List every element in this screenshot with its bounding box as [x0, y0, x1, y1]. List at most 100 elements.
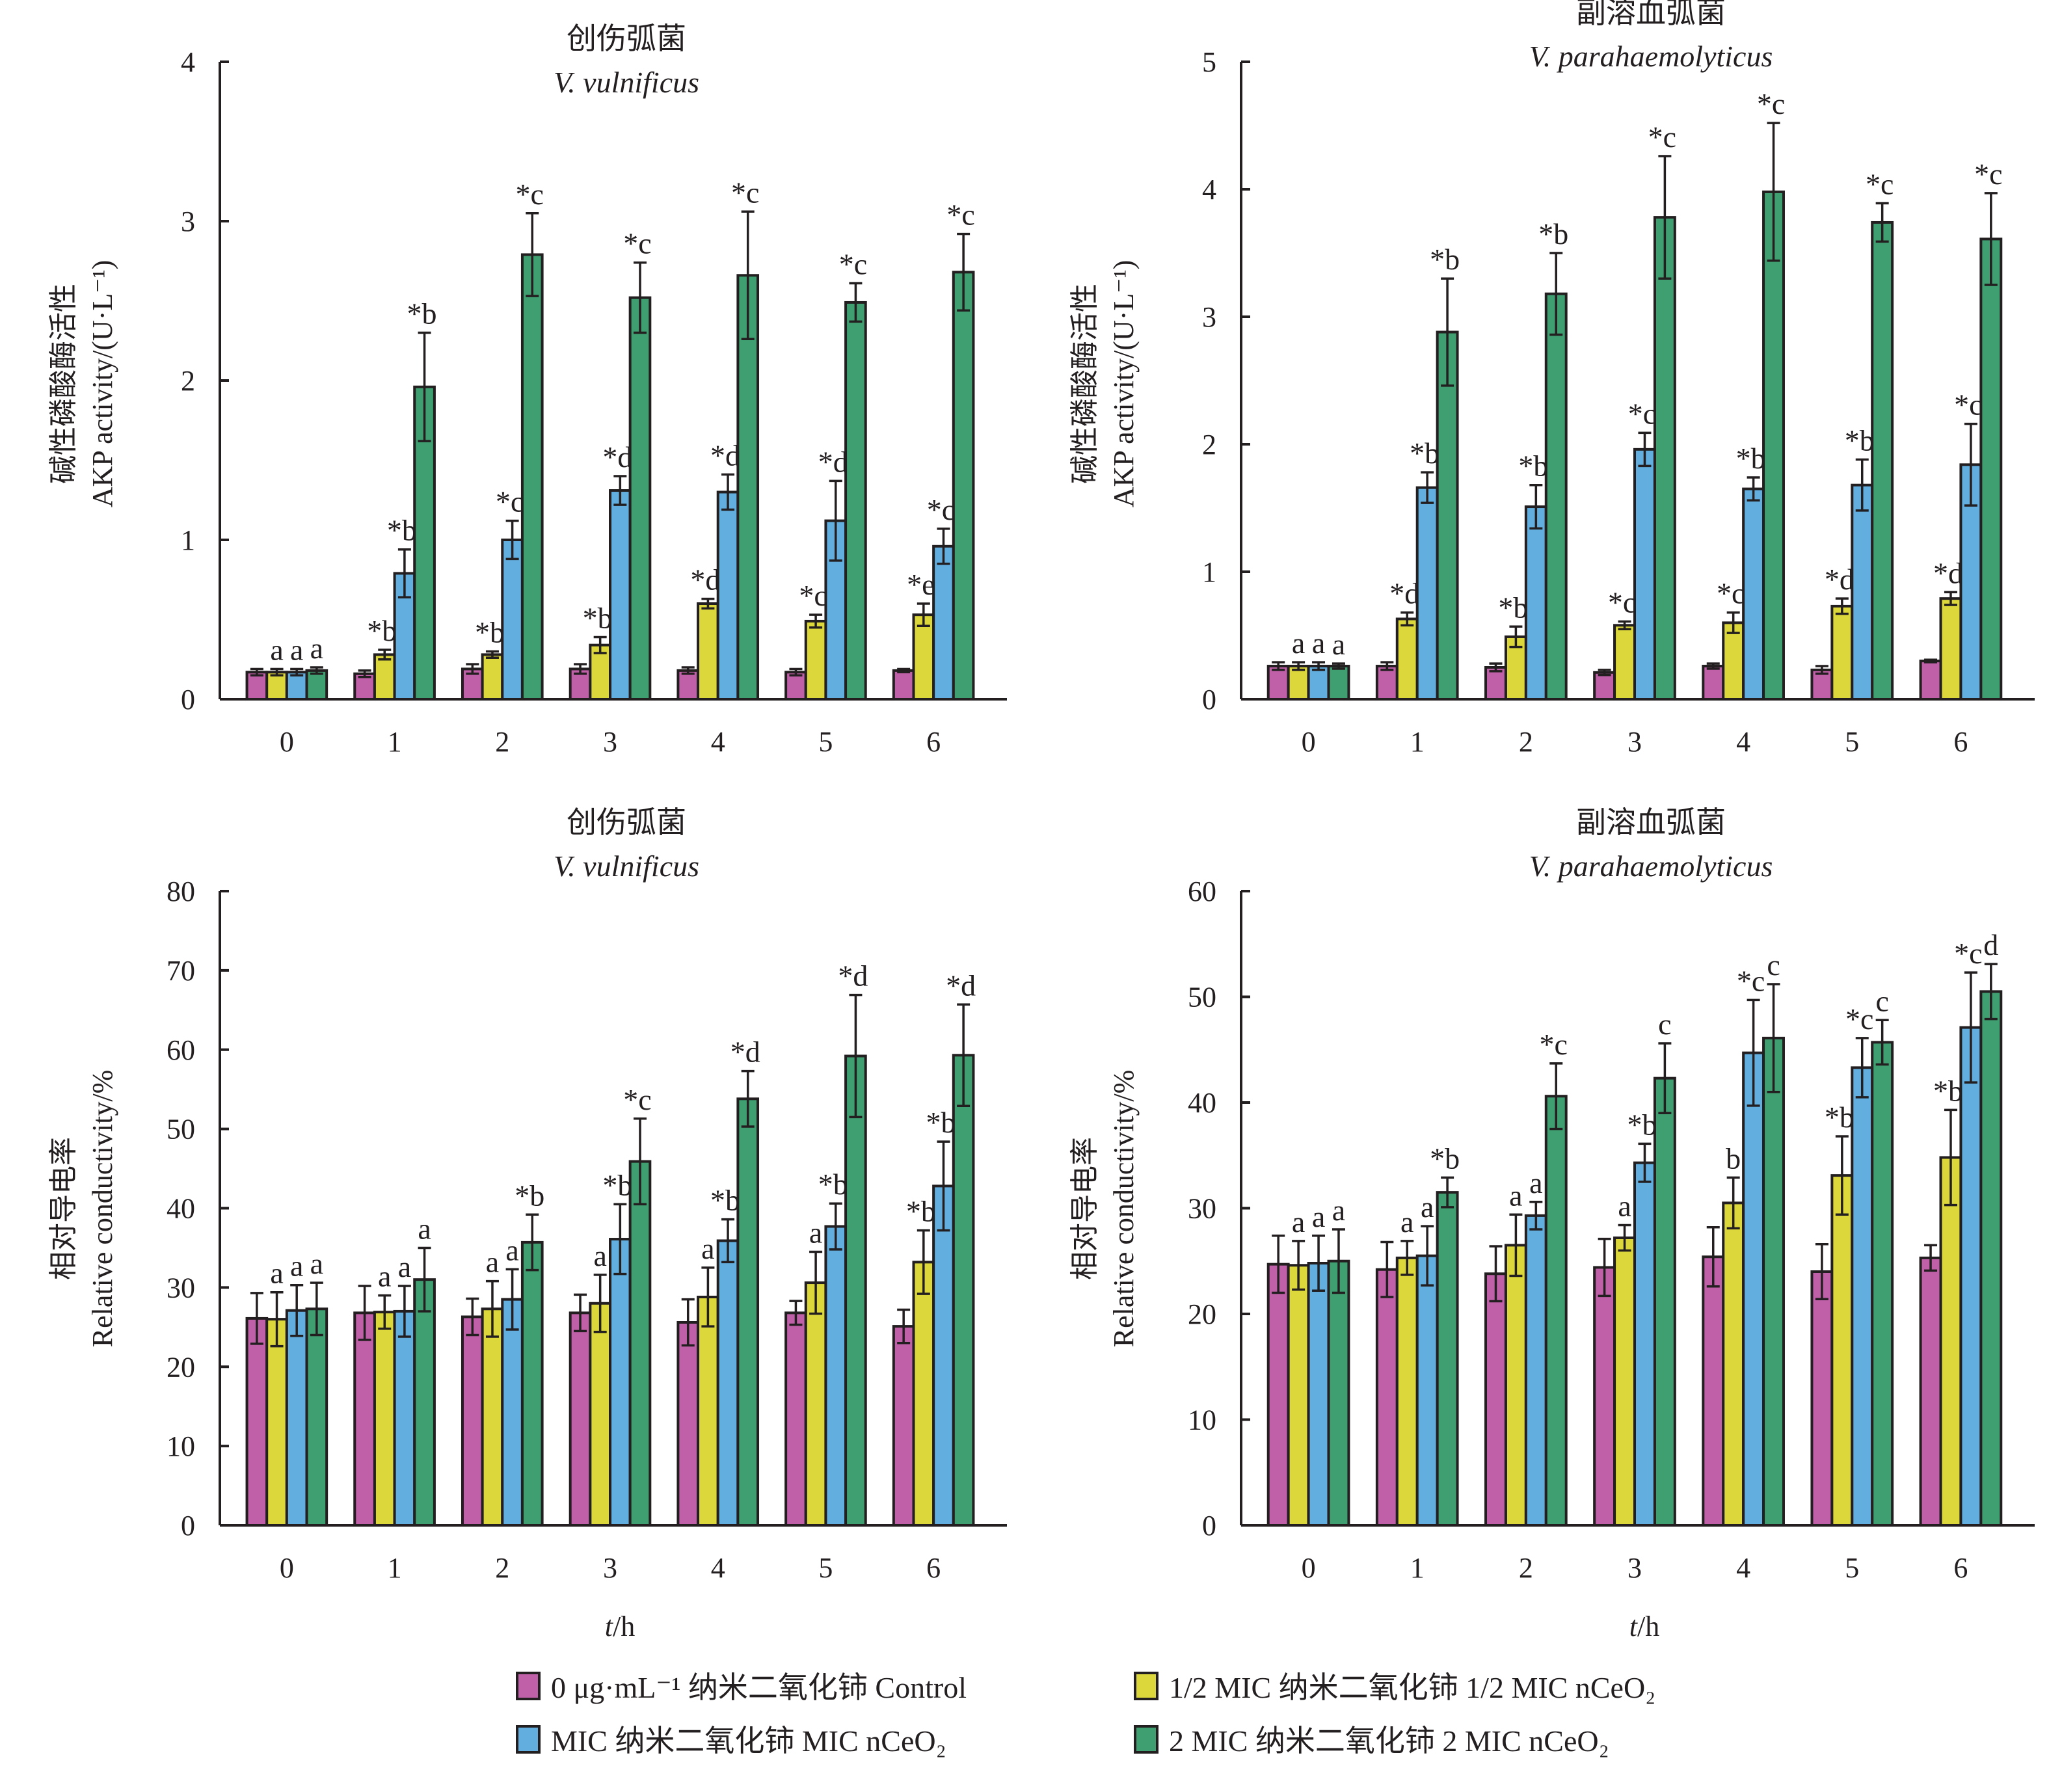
y-tick-label: 0 [181, 1510, 195, 1542]
significance-label: *c [1608, 585, 1636, 619]
bar-mic [1307, 665, 1330, 701]
significance-label: a [1509, 1179, 1522, 1212]
significance-label: a [398, 1250, 411, 1283]
bar-control [1919, 660, 1942, 701]
chart-title-cn: 创伤弧菌 [567, 22, 686, 55]
x-tick-label: 4 [1736, 1552, 1750, 1584]
y-axis-label-cn: 碱性磷酸酶活性 [47, 284, 79, 484]
significance-label: *b [367, 614, 397, 647]
x-axis-label: t/h [1629, 1611, 1659, 1642]
significance-label: *b [407, 297, 437, 330]
bar-control [1484, 1272, 1507, 1527]
bar-half_mic [373, 653, 396, 701]
bar-mic [1415, 1254, 1439, 1527]
y-axis-label-en: Relative conductivity/% [87, 1070, 118, 1347]
y-tick-label: 2 [181, 365, 195, 397]
x-axis-label-unit: /h [1637, 1611, 1659, 1642]
bar-mic [932, 544, 955, 701]
significance-label: a [593, 1239, 606, 1272]
chart-title-cn: 副溶血弧菌 [1576, 0, 1726, 29]
chart-title-cn: 副溶血弧菌 [1576, 806, 1726, 839]
y-tick-label: 3 [1202, 301, 1216, 333]
bar-two_mic [305, 669, 328, 701]
bar-two_mic [305, 1307, 328, 1527]
significance-label: *b [710, 1184, 740, 1217]
bar-half_mic [265, 1318, 288, 1527]
bar-control [569, 1311, 592, 1527]
x-tick-label: 2 [1519, 726, 1533, 758]
significance-label: c [1875, 984, 1888, 1017]
legend-label: MIC 纳米二氧化铈 MIC nCeO₂ [551, 1724, 946, 1758]
significance-label: *c [1737, 964, 1765, 997]
x-axis-label-var: t [605, 1611, 614, 1642]
significance-label: a [310, 632, 323, 665]
bar-control [245, 1317, 269, 1527]
bar-control [1266, 665, 1290, 701]
bar-two_mic [1327, 1259, 1350, 1527]
x-tick-label: 1 [1410, 1552, 1425, 1584]
chart-title-en: V. vulnificus [554, 66, 699, 99]
significance-label: *b [1627, 1108, 1657, 1141]
x-tick-label: 3 [603, 1552, 617, 1584]
bar-half_mic [1395, 617, 1419, 701]
significance-label: c [1658, 1008, 1671, 1041]
significance-label: *c [1954, 937, 1982, 970]
significance-label: a [1312, 1200, 1325, 1233]
y-tick-label: 60 [1188, 876, 1216, 907]
legend-swatch [516, 1672, 541, 1700]
bar-control [1593, 1266, 1616, 1527]
bar-mic [932, 1184, 955, 1527]
bar-mic [1851, 1066, 1874, 1527]
bar-half_mic [589, 1302, 611, 1527]
significance-label: *c [1717, 577, 1745, 610]
significance-label: *c [1757, 87, 1785, 120]
significance-label: *c [1866, 168, 1894, 201]
y-tick-label: 0 [1202, 1510, 1216, 1542]
x-tick-label: 0 [1302, 1552, 1316, 1584]
x-tick-label: 5 [818, 726, 833, 758]
legend-item-mic: MIC 纳米二氧化铈 MIC nCeO₂ [516, 1724, 946, 1758]
y-axis-label-en: Relative conductivity/% [1108, 1070, 1140, 1347]
bar-two_mic [1979, 237, 2003, 701]
significance-label: *c [1974, 157, 2002, 191]
x-tick-label: 4 [711, 1552, 725, 1584]
significance-label: a [1421, 1190, 1434, 1224]
y-tick-label: 40 [167, 1193, 195, 1225]
bar-two_mic [1762, 190, 1785, 701]
x-tick-label: 6 [926, 726, 941, 758]
bar-two_mic [1979, 990, 2003, 1527]
bar-mic [285, 1309, 308, 1527]
significance-label: a [1292, 626, 1305, 660]
bar-half_mic [1830, 604, 1854, 701]
bar-two_mic [413, 1278, 436, 1527]
x-tick-label: 5 [818, 1552, 833, 1584]
bar-two_mic [628, 296, 652, 701]
chart-akp-parahaemolyticus: 副溶血弧菌 V. parahaemolyticus 0 1 2 3 4 5 碱性磷酸酶活性 AKP… [1069, 0, 2035, 758]
bar-mic [1851, 483, 1874, 701]
y-tick-label: 4 [181, 46, 195, 78]
y-tick-label: 1 [181, 524, 195, 556]
bar-two_mic [520, 1240, 544, 1527]
y-tick-label: 0 [181, 684, 195, 715]
bar-half_mic [1939, 597, 1962, 701]
bar-half_mic [481, 1307, 504, 1527]
y-axis-label-cn: 相对导电率 [1069, 1137, 1101, 1280]
bar-control [1810, 1270, 1834, 1527]
bar-half_mic [804, 619, 827, 701]
bar-mic [609, 489, 632, 701]
significance-label: a [1292, 1205, 1305, 1238]
legend-item-control: 0 μg·mL⁻¹ 纳米二氧化铈 Control [516, 1671, 967, 1704]
y-axis-label: 相对导电率 Relative conductivity/% [1069, 1070, 1140, 1347]
x-tick-label: 3 [603, 726, 617, 758]
y-tick-label: 3 [181, 206, 195, 237]
bar-two_mic [844, 301, 867, 701]
significance-label: *b [906, 1195, 936, 1228]
significance-label: *c [496, 485, 524, 518]
significance-label: *c [623, 1083, 651, 1116]
bar-two_mic [1653, 1077, 1676, 1527]
significance-label: a [290, 1250, 303, 1283]
bar-mic [1524, 505, 1547, 701]
x-axis-label-var: t [1629, 1611, 1639, 1642]
